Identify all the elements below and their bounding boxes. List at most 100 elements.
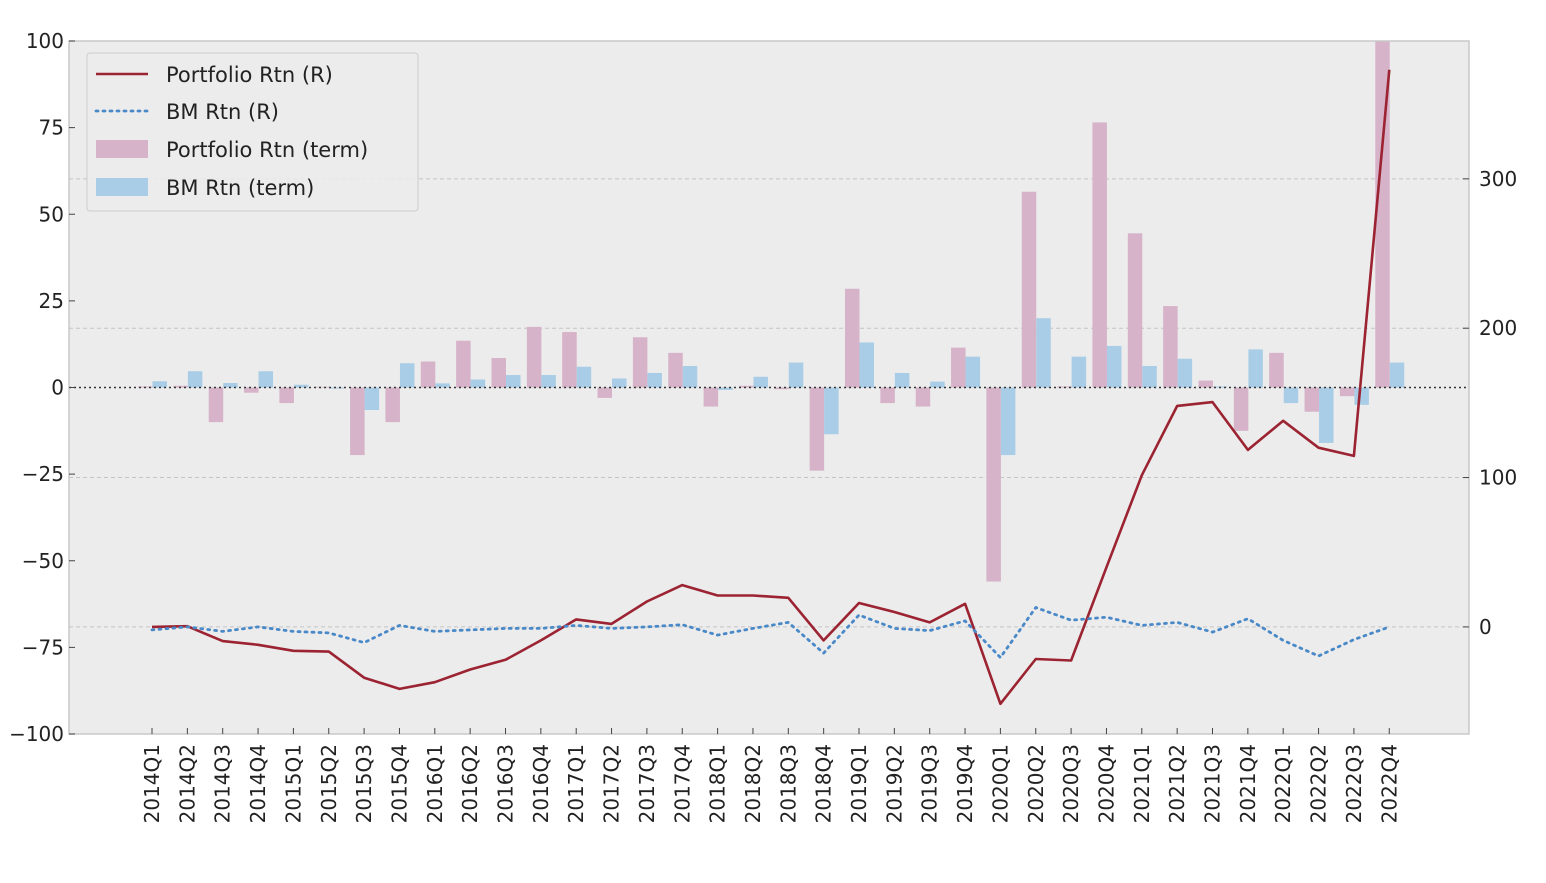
bm-bar-2020Q2 <box>1036 318 1051 387</box>
bm-bar-2017Q3 <box>647 373 662 388</box>
portfolio-bar-2019Q3 <box>916 388 931 407</box>
portfolio-bar-2014Q3 <box>209 388 224 423</box>
right-tick-label-200: 200 <box>1479 316 1517 340</box>
bm-bar-2018Q4 <box>824 388 839 435</box>
left-tick-label--25: −25 <box>22 462 64 486</box>
bm-bar-2016Q3 <box>506 375 521 387</box>
portfolio-bar-2022Q2 <box>1305 388 1320 412</box>
bm-bar-2022Q4 <box>1390 363 1405 388</box>
bm-bar-2017Q4 <box>683 366 698 387</box>
bm-bar-2022Q3 <box>1354 388 1369 405</box>
x-tick-label-2014Q1: 2014Q1 <box>140 744 164 823</box>
left-tick-label-75: 75 <box>39 116 64 140</box>
bm-bar-2021Q1 <box>1142 366 1157 387</box>
portfolio-bar-2020Q4 <box>1092 122 1107 387</box>
bm-bar-2014Q2 <box>188 371 203 387</box>
bm-bar-2019Q2 <box>895 373 910 388</box>
bm-bar-2022Q1 <box>1284 388 1299 404</box>
bm-bar-2016Q1 <box>435 383 450 387</box>
left-tick-label-25: 25 <box>39 289 64 313</box>
bm-bar-2014Q1 <box>153 381 168 387</box>
left-tick-label--50: −50 <box>22 549 64 573</box>
left-tick-label-0: 0 <box>51 376 64 400</box>
bm-bar-2016Q4 <box>541 375 556 387</box>
portfolio-bar-2015Q4 <box>385 388 400 423</box>
portfolio-bar-2017Q1 <box>562 332 577 387</box>
bm-bar-2015Q1 <box>294 385 309 388</box>
portfolio-bar-2016Q3 <box>492 358 507 387</box>
x-tick-label-2022Q2: 2022Q2 <box>1307 744 1331 823</box>
x-tick-label-2015Q3: 2015Q3 <box>352 744 376 823</box>
x-tick-label-2020Q1: 2020Q1 <box>988 744 1012 823</box>
x-tick-label-2017Q2: 2017Q2 <box>600 744 624 823</box>
x-tick-label-2016Q4: 2016Q4 <box>529 744 553 823</box>
x-tick-label-2016Q3: 2016Q3 <box>494 744 518 823</box>
x-tick-label-2021Q2: 2021Q2 <box>1165 744 1189 823</box>
portfolio-bar-2021Q4 <box>1234 388 1249 431</box>
portfolio-bar-2015Q1 <box>279 388 294 404</box>
portfolio-bar-2016Q1 <box>421 362 436 388</box>
legend-label-portfolio-bar: Portfolio Rtn (term) <box>166 138 368 162</box>
x-tick-label-2014Q2: 2014Q2 <box>175 744 199 823</box>
x-tick-label-2017Q4: 2017Q4 <box>670 744 694 823</box>
x-tick-label-2016Q1: 2016Q1 <box>423 744 447 823</box>
x-tick-label-2021Q3: 2021Q3 <box>1201 744 1225 823</box>
portfolio-bar-2018Q4 <box>810 388 825 471</box>
bm-bar-2018Q3 <box>789 363 804 388</box>
x-tick-label-2022Q1: 2022Q1 <box>1271 744 1295 823</box>
x-tick-label-2018Q2: 2018Q2 <box>741 744 765 823</box>
bm-bar-2022Q2 <box>1319 388 1334 443</box>
bm-bar-2014Q4 <box>259 371 274 387</box>
portfolio-bar-2017Q2 <box>598 388 613 398</box>
x-tick-label-2020Q3: 2020Q3 <box>1059 744 1083 823</box>
legend-swatch-portfolio-bar <box>96 140 148 158</box>
right-tick-label-0: 0 <box>1479 615 1492 639</box>
portfolio-bar-2021Q1 <box>1128 233 1143 387</box>
bm-bar-2019Q1 <box>860 342 875 387</box>
legend-swatch-bm-bar <box>96 178 148 196</box>
portfolio-bar-2019Q2 <box>880 388 895 404</box>
portfolio-bar-2017Q3 <box>633 337 648 387</box>
portfolio-bar-2020Q2 <box>1022 192 1037 388</box>
portfolio-bar-2018Q3 <box>774 388 789 390</box>
bm-bar-2015Q4 <box>400 363 415 387</box>
x-tick-label-2018Q1: 2018Q1 <box>706 744 730 823</box>
x-tick-label-2019Q3: 2019Q3 <box>918 744 942 823</box>
x-tick-label-2021Q4: 2021Q4 <box>1236 744 1260 823</box>
legend: Portfolio Rtn (R) BM Rtn (R) Portfolio R… <box>87 53 418 211</box>
bm-bar-2017Q1 <box>577 367 592 388</box>
bm-bar-2020Q1 <box>1001 388 1016 456</box>
x-tick-label-2015Q1: 2015Q1 <box>281 744 305 823</box>
left-tick-label--75: −75 <box>22 635 64 659</box>
legend-label-portfolio-line: Portfolio Rtn (R) <box>166 63 333 87</box>
x-tick-label-2019Q1: 2019Q1 <box>847 744 871 823</box>
x-tick-label-2020Q2: 2020Q2 <box>1024 744 1048 823</box>
x-tick-label-2014Q4: 2014Q4 <box>246 744 270 823</box>
bm-bar-2019Q4 <box>966 357 981 388</box>
left-tick-label--100: −100 <box>9 722 64 746</box>
bm-bar-2016Q2 <box>471 380 486 388</box>
portfolio-bar-2018Q2 <box>739 386 754 388</box>
legend-label-bm-bar: BM Rtn (term) <box>166 176 314 200</box>
portfolio-bar-2019Q4 <box>951 348 966 388</box>
x-tick-label-2022Q4: 2022Q4 <box>1377 744 1401 823</box>
bm-bar-2017Q2 <box>612 378 627 387</box>
x-tick-label-2017Q1: 2017Q1 <box>564 744 588 823</box>
legend-label-bm-line: BM Rtn (R) <box>166 100 279 124</box>
portfolio-bar-2022Q3 <box>1340 388 1355 397</box>
portfolio-bar-2022Q1 <box>1269 353 1284 388</box>
x-tick-label-2016Q2: 2016Q2 <box>458 744 482 823</box>
x-tick-label-2015Q4: 2015Q4 <box>387 744 411 823</box>
bm-bar-2015Q3 <box>365 388 380 411</box>
portfolio-bar-2016Q4 <box>527 327 542 388</box>
portfolio-bar-2019Q1 <box>845 289 860 388</box>
bm-bar-2018Q2 <box>753 377 768 388</box>
x-tick-label-2019Q4: 2019Q4 <box>953 744 977 823</box>
bm-bar-2021Q4 <box>1248 349 1263 387</box>
portfolio-bar-2018Q1 <box>704 388 719 407</box>
x-tick-label-2021Q1: 2021Q1 <box>1130 744 1154 823</box>
x-tick-label-2017Q3: 2017Q3 <box>635 744 659 823</box>
bm-bar-2020Q4 <box>1107 346 1122 388</box>
